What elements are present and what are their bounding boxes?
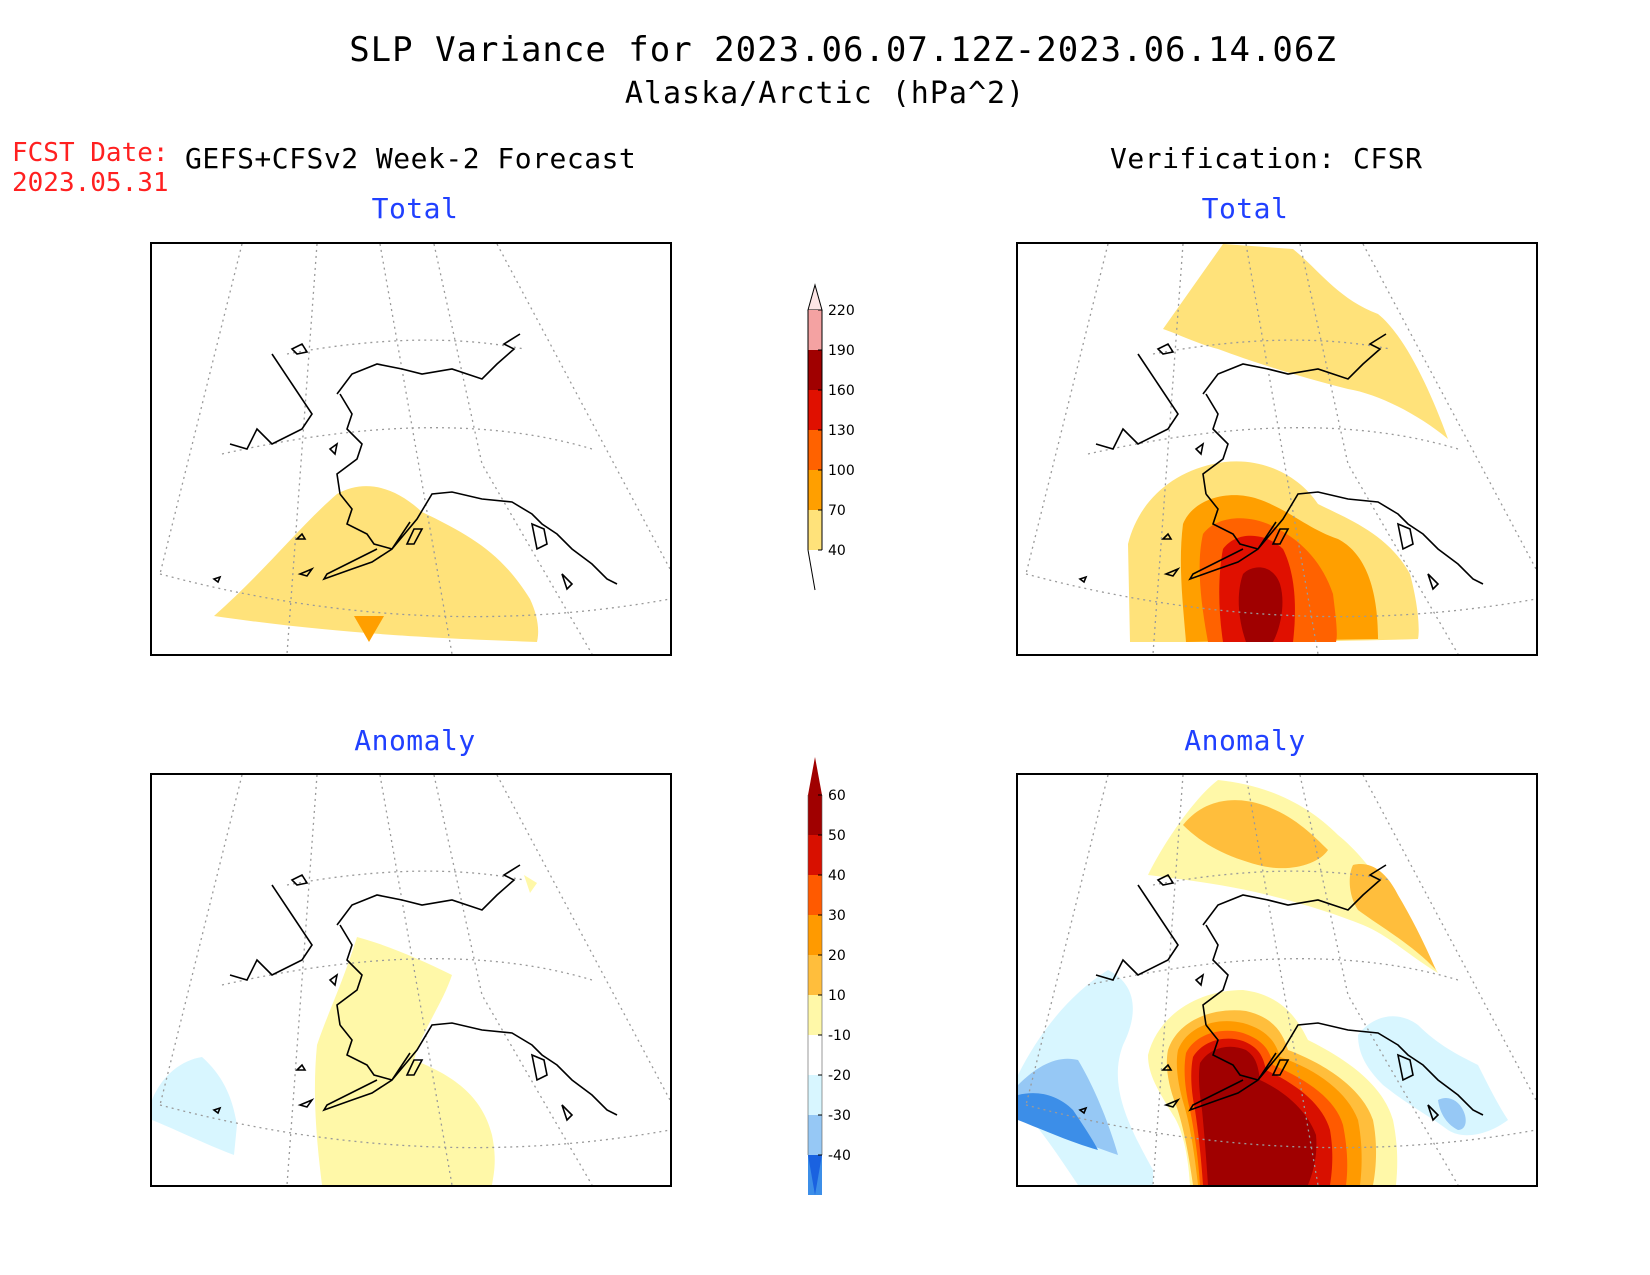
forecast-date-label: FCST Date:: [12, 138, 169, 168]
total-colorbar-tick-label: 160: [828, 383, 855, 399]
anomaly-colorbar-tick-label: 40: [828, 868, 846, 884]
verification-column-heading: Verification: CFSR: [1110, 142, 1423, 175]
total-colorbar-tick-label: 40: [828, 543, 846, 559]
anomaly-colorbar-swatch: [808, 955, 822, 995]
graticule: [159, 244, 670, 654]
anomaly-colorbar-swatch: [808, 835, 822, 875]
contour-fill-pos20-ne: [1349, 864, 1436, 970]
anomaly-colorbar: 60 50 40 30 20 10 -10 -20 -30 -40: [790, 755, 890, 1205]
contour-fill-pos20-north: [1183, 800, 1328, 869]
verification-anomaly-map-svg: [1018, 775, 1536, 1185]
total-colorbar-tick-label: 190: [828, 343, 855, 359]
total-colorbar-tick-label: 220: [828, 303, 855, 319]
coastline: [212, 864, 618, 1122]
total-colorbar-swatch: [808, 350, 822, 390]
forecast-total-map: [150, 242, 672, 656]
contour-fill-40-north: [1163, 244, 1448, 439]
total-colorbar-svg: 40 70 100 130 160 190 220: [807, 283, 855, 591]
anomaly-colorbar-tick-label: -30: [828, 1108, 851, 1124]
forecast-anomaly-map-svg: [152, 775, 670, 1185]
verification-anomaly-title: Anomaly: [1184, 724, 1306, 757]
forecast-anomaly-map: [150, 773, 672, 1187]
figure-title: SLP Variance for 2023.06.07.12Z-2023.06.…: [349, 30, 1337, 70]
anomaly-colorbar-swatch: [808, 795, 822, 835]
contour-fill-160: [1238, 567, 1283, 642]
forecast-date-value: 2023.05.31: [12, 168, 169, 198]
anomaly-colorbar-swatch: [808, 875, 822, 915]
contour-fill-pos10-north: [1148, 780, 1438, 973]
contour-fill-neg30-west: [1018, 1093, 1098, 1150]
verification-total-title: Total: [1201, 192, 1289, 225]
forecast-total-title: Total: [371, 192, 459, 225]
anomaly-colorbar-tick-label: 50: [828, 828, 846, 844]
anomaly-colorbar-swatch: [808, 1075, 822, 1115]
verification-total-map: [1016, 242, 1538, 656]
figure-subtitle: Alaska/Arctic (hPa^2): [624, 76, 1026, 111]
graticule: [1025, 775, 1536, 1185]
contour-fill-pos60: [1198, 1046, 1317, 1185]
total-colorbar-swatch: [808, 510, 822, 550]
anomaly-colorbar-tick-label: 10: [828, 988, 846, 1004]
total-colorbar-swatch: [808, 310, 822, 350]
total-colorbar-swatch: [808, 470, 822, 510]
anomaly-colorbar-top-arrow: [808, 757, 822, 795]
total-colorbar-bottom-arrow: [807, 549, 816, 591]
anomaly-colorbar-tick-label: -20: [828, 1068, 851, 1084]
anomaly-colorbar-tick-label: -10: [828, 1028, 851, 1044]
anomaly-colorbar-swatch: [808, 1035, 822, 1075]
anomaly-colorbar-svg: 60 50 40 30 20 10 -10 -20 -30 -40: [807, 757, 851, 1195]
anomaly-colorbar-swatch: [808, 995, 822, 1035]
total-colorbar-swatch: [808, 390, 822, 430]
anomaly-colorbar-tick-label: 60: [828, 788, 846, 804]
coastline: [1078, 333, 1484, 591]
graticule: [1025, 244, 1536, 654]
total-colorbar-tick-label: 130: [828, 423, 855, 439]
total-colorbar-top-arrow: [807, 283, 823, 311]
anomaly-colorbar-swatch: [808, 1115, 822, 1155]
contour-fill-70: [354, 616, 384, 642]
contour-fill-neg10: [152, 1057, 237, 1155]
forecast-anomaly-title: Anomaly: [354, 724, 476, 757]
anomaly-colorbar-swatch: [808, 915, 822, 955]
anomaly-colorbar-tick-label: 20: [828, 948, 846, 964]
verification-total-map-svg: [1025, 244, 1536, 654]
anomaly-colorbar-tick-label: 30: [828, 908, 846, 924]
total-colorbar-swatch: [808, 430, 822, 470]
forecast-column-heading: GEFS+CFSv2 Week-2 Forecast: [185, 142, 637, 175]
total-colorbar-tick-label: 70: [828, 503, 846, 519]
coastline: [1078, 864, 1484, 1122]
forecast-total-map-svg: [159, 244, 670, 654]
total-colorbar-tick-label: 100: [828, 463, 855, 479]
coastline: [212, 333, 618, 591]
total-colorbar: 40 70 100 130 160 190 220: [790, 280, 890, 620]
contour-fill-neg20-east: [1438, 1098, 1466, 1130]
graticule: [159, 775, 670, 1185]
anomaly-colorbar-tick-label: -40: [828, 1148, 851, 1164]
verification-anomaly-map: [1016, 773, 1538, 1187]
contour-fill-pos10-ne: [524, 875, 537, 893]
anomaly-colorbar-bottom-arrow: [808, 1155, 822, 1195]
